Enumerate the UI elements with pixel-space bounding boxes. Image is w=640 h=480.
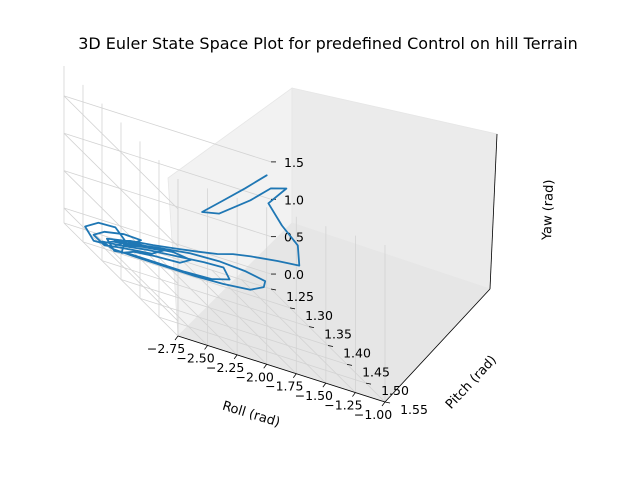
y-tick-label: 1.45 [362, 364, 390, 379]
y-gridline [101, 260, 310, 328]
z-axis-line [489, 133, 498, 290]
x-tick-label: −1.50 [295, 388, 333, 403]
x-tick-label: −1.25 [324, 398, 362, 413]
x-tick [174, 335, 179, 341]
x-tick [352, 392, 356, 397]
chart-title: 3D Euler State Space Plot for predefined… [78, 34, 578, 53]
y-gridline [158, 316, 367, 384]
z-tick-label: 1.5 [284, 155, 304, 170]
trajectory-line [84, 174, 301, 291]
y-gridline [82, 241, 291, 309]
y-axis-label: Pitch (rad) [443, 353, 500, 413]
x-tick [381, 401, 386, 407]
y-gridline [120, 279, 329, 346]
x-tick [204, 345, 208, 350]
y-tick [365, 382, 372, 385]
y-tick-label: 1.50 [381, 383, 409, 398]
z-gridline [63, 95, 179, 210]
y-tick [384, 401, 391, 404]
z-gridline [63, 207, 272, 275]
x-tick-label: −2.75 [147, 341, 185, 356]
y-tick [289, 307, 296, 310]
y-tick-label: 1.40 [343, 346, 371, 361]
x-tick [233, 354, 238, 360]
x-tick-label: −1.75 [265, 379, 303, 394]
z-tick-label: 1.0 [284, 192, 304, 207]
x-tick-label: −2.25 [206, 360, 244, 375]
z-gridline [63, 170, 272, 238]
y-axis-line [384, 288, 491, 403]
z-gridline [63, 95, 272, 163]
y-tick-label: 1.55 [400, 402, 428, 417]
z-axis-label: Yaw (rad) [540, 179, 557, 241]
y-tick [327, 345, 334, 347]
x-axis-label: Roll (rad) [220, 399, 281, 431]
series-layer [84, 174, 301, 291]
axis-ticks [174, 161, 391, 407]
z-gridline [63, 207, 179, 322]
x-tick [263, 364, 268, 369]
x-tick-label: −1.00 [354, 407, 392, 422]
tick-labels: −2.75−2.50−2.25−2.00−1.75−1.50−1.25−1.00… [147, 155, 428, 422]
x-tick [292, 373, 297, 378]
y-tick-label: 1.35 [324, 327, 352, 342]
axis-lines [177, 133, 498, 403]
y-gridline [139, 297, 348, 365]
y-tick [346, 363, 353, 366]
y-tick [270, 288, 277, 291]
x-tick [322, 382, 327, 388]
x-tick-label: −2.00 [236, 369, 274, 384]
x-tick-label: −2.50 [176, 350, 214, 365]
y-tick-label: 1.25 [286, 289, 314, 304]
x-axis-line [177, 335, 386, 403]
y-tick-label: 1.30 [305, 308, 333, 323]
axis-panes [167, 87, 498, 403]
gridlines [63, 66, 386, 403]
z-gridline [63, 133, 179, 247]
y-tick [308, 326, 315, 329]
z-tick-label: 0.0 [284, 267, 304, 282]
z-gridline [63, 132, 272, 200]
